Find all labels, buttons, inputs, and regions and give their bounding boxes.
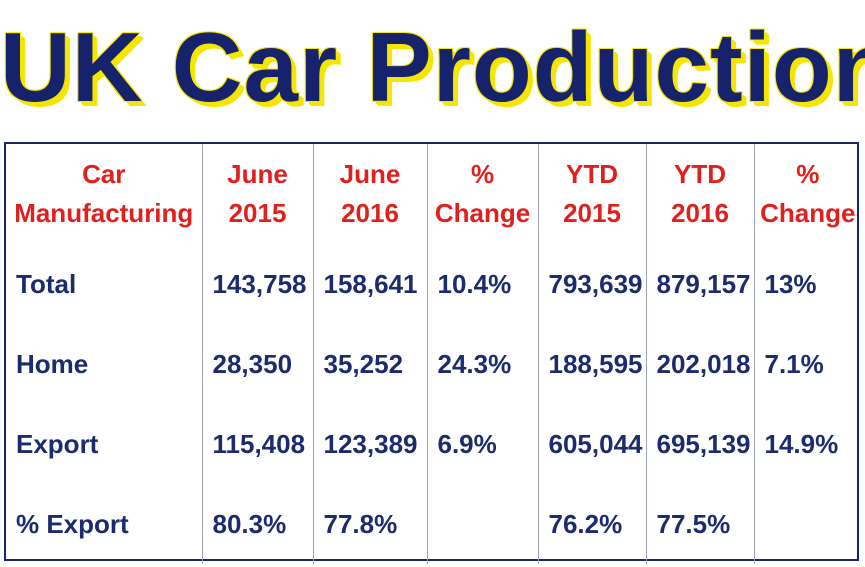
table-cell: 80.3%: [201, 484, 313, 564]
table-header-row: Car Manufacturing June 2015 June 2016 % Chan…: [6, 144, 861, 244]
table-cell: [426, 484, 538, 564]
table-cell: 14.9%: [753, 404, 861, 484]
table-cell: 35,252: [312, 324, 427, 404]
table-cell: 28,350: [201, 324, 313, 404]
table-cell: 879,157: [645, 244, 754, 324]
table-cell: 123,389: [312, 404, 427, 484]
table-cell: [753, 484, 861, 564]
header-car-manufacturing: Car Manufacturing: [14, 159, 194, 228]
table-cell: 6.9%: [426, 404, 538, 484]
table-cell: 76.2%: [537, 484, 646, 564]
table-cell: 695,139: [645, 404, 754, 484]
table-cell: 115,408: [201, 404, 313, 484]
table-cell: 188,595: [537, 324, 646, 404]
table-row-total: Total 143,758 158,641 10.4% 793,639 879,…: [6, 244, 861, 324]
table-cell: 77.8%: [312, 484, 427, 564]
header-ytd-change: % Change: [753, 144, 861, 244]
page-title: UK Car Production: [0, 12, 865, 122]
table-cell: 605,044: [537, 404, 646, 484]
table-row-home: Home 28,350 35,252 24.3% 188,595 202,018…: [6, 324, 861, 404]
table-cell: 77.5%: [645, 484, 754, 564]
table-cell: Total: [16, 268, 77, 299]
table-cell: Home: [16, 348, 89, 379]
table-row-export: Export 115,408 123,389 6.9% 605,044 695,…: [6, 404, 861, 484]
table-cell: Export: [16, 428, 99, 459]
table-row-percent-export: % Export 80.3% 77.8% 76.2% 77.5%: [6, 484, 861, 564]
table-cell: 793,639: [537, 244, 646, 324]
header-june-change: % Change: [426, 144, 538, 244]
header-ytd-2015: YTD 2015: [537, 144, 646, 244]
table-cell: 7.1%: [753, 324, 861, 404]
production-table: Car Manufacturing June 2015 June 2016 % Chan…: [4, 142, 861, 564]
table-cell: 13%: [753, 244, 861, 324]
table-cell: 10.4%: [426, 244, 538, 324]
table-cell: 143,758: [201, 244, 313, 324]
table-cell: 24.3%: [426, 324, 538, 404]
header-june-2015: June 2015: [201, 144, 313, 244]
table-cell: 158,641: [312, 244, 427, 324]
table-cell: 202,018: [645, 324, 754, 404]
table-cell: % Export: [16, 508, 129, 539]
header-ytd-2016: YTD 2016: [645, 144, 754, 244]
header-june-2016: June 2016: [312, 144, 427, 244]
